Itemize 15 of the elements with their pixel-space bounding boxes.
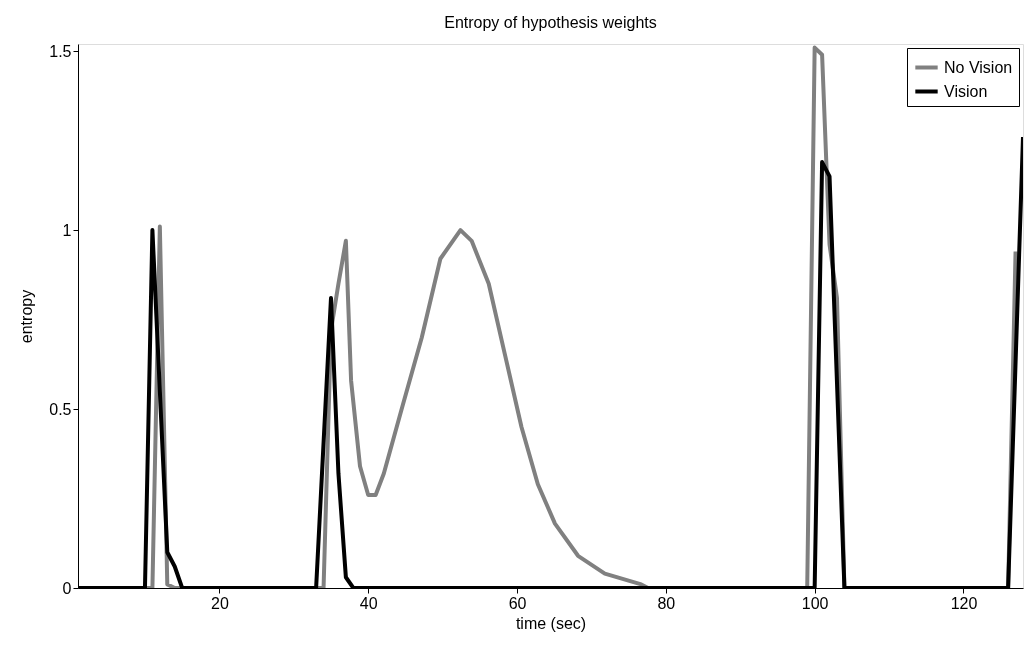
x-axis-title: time (sec) (515, 614, 587, 632)
legend-label: No Vision (944, 58, 1013, 76)
y-tick-label: 1.5 (49, 42, 72, 60)
x-tick-label: 80 (657, 594, 676, 612)
y-tick-label: 0 (62, 579, 72, 597)
legend-label: Vision (944, 82, 988, 100)
y-tick-label: 1 (62, 221, 72, 239)
x-tick-label: 120 (950, 594, 978, 612)
x-tick-label: 100 (801, 594, 829, 612)
chart-title: Entropy of hypothesis weights (444, 14, 657, 32)
x-tick-label: 40 (359, 594, 378, 612)
y-tick-label: 0.5 (49, 400, 72, 418)
x-tick-label: 60 (508, 594, 527, 612)
y-axis-title: entropy (18, 289, 36, 344)
x-tick-label: 20 (210, 594, 229, 612)
